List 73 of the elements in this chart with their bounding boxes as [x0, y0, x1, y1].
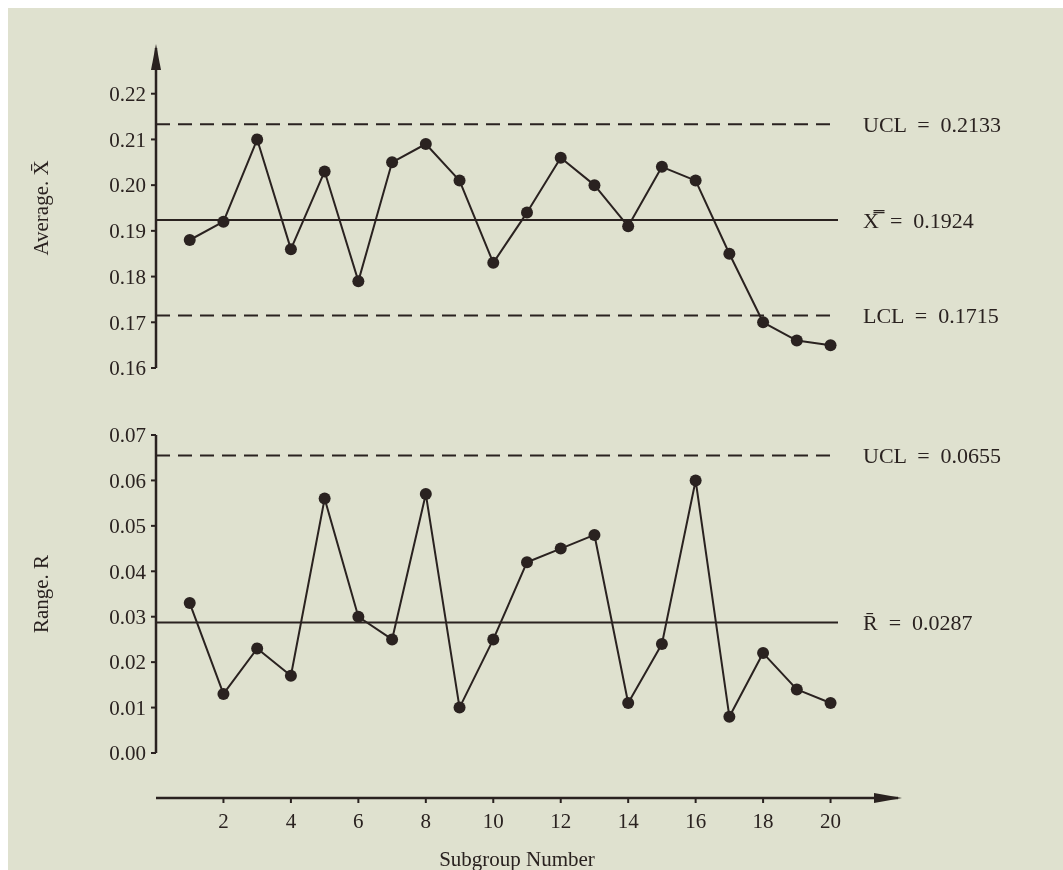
point	[217, 215, 230, 228]
x-axis-title: Subgroup Number	[439, 847, 595, 870]
y-tick-label: 0.03	[109, 605, 146, 630]
point	[790, 334, 803, 347]
point	[318, 492, 331, 505]
point	[284, 669, 297, 682]
ref-line-label: X̿ = 0.1924	[863, 207, 974, 233]
point	[352, 275, 365, 288]
y-tick-label: 0.20	[109, 173, 146, 198]
point	[689, 474, 702, 487]
y-tick-label: 0.19	[109, 219, 146, 244]
y-axis-title: Average. X̄	[29, 160, 53, 256]
x-tick-label: 18	[752, 809, 774, 833]
point	[251, 642, 264, 655]
point	[757, 647, 770, 660]
y-tick-label: 0.22	[109, 82, 146, 107]
point	[217, 687, 230, 700]
point	[352, 610, 365, 623]
y-tick-label: 0.05	[109, 514, 146, 539]
x-tick-label: 2	[218, 809, 229, 833]
point	[588, 179, 601, 192]
y-tick-label: 0.01	[109, 695, 146, 720]
point	[554, 151, 567, 164]
point	[790, 683, 803, 696]
point	[588, 528, 601, 541]
point	[419, 488, 432, 501]
ref-line-label: R̄ = 0.0287	[863, 610, 973, 636]
y-tick-label: 0.06	[109, 468, 146, 493]
point	[251, 133, 264, 146]
x-tick-label: 14	[617, 809, 640, 833]
point	[183, 597, 196, 610]
y-tick-label: 0.21	[109, 127, 146, 152]
x-tick-label: 16	[685, 809, 707, 833]
y-tick-label: 0.07	[109, 423, 146, 448]
point	[655, 637, 668, 650]
point	[622, 220, 635, 233]
x-tick-label: 4	[285, 809, 297, 833]
point	[723, 247, 736, 260]
y-tick-label: 0.18	[109, 264, 146, 289]
point	[453, 701, 466, 714]
x-tick-label: 20	[820, 809, 842, 833]
point	[824, 339, 837, 352]
point	[386, 633, 399, 646]
point	[521, 206, 533, 219]
point	[622, 697, 635, 710]
point	[757, 316, 770, 329]
point	[183, 234, 196, 246]
point	[689, 174, 702, 187]
x-tick-label: 12	[550, 809, 572, 833]
point	[284, 243, 297, 256]
x-tick-label: 10	[482, 809, 504, 833]
y-tick-label: 0.17	[109, 310, 146, 335]
point	[521, 556, 533, 569]
y-tick-label: 0.16	[109, 356, 146, 381]
ref-line-label: UCL = 0.2133	[863, 112, 1002, 138]
point	[419, 138, 432, 150]
point	[386, 156, 399, 169]
ref-line-label: UCL = 0.0655	[863, 443, 1002, 469]
y-axis-title: Range. R	[29, 554, 53, 634]
point	[453, 174, 466, 187]
ref-line-label: LCL = 0.1715	[863, 303, 999, 329]
point	[824, 697, 837, 710]
point	[487, 256, 500, 269]
point	[554, 542, 567, 555]
y-tick-label: 0.04	[109, 559, 147, 584]
point	[318, 165, 331, 178]
x-tick-label: 6	[353, 809, 364, 833]
point	[487, 633, 500, 646]
y-tick-label: 0.02	[109, 650, 146, 675]
y-tick-label: 0.00	[109, 741, 146, 766]
x-tick-label: 8	[420, 809, 432, 833]
point	[655, 160, 668, 173]
point	[723, 710, 736, 723]
